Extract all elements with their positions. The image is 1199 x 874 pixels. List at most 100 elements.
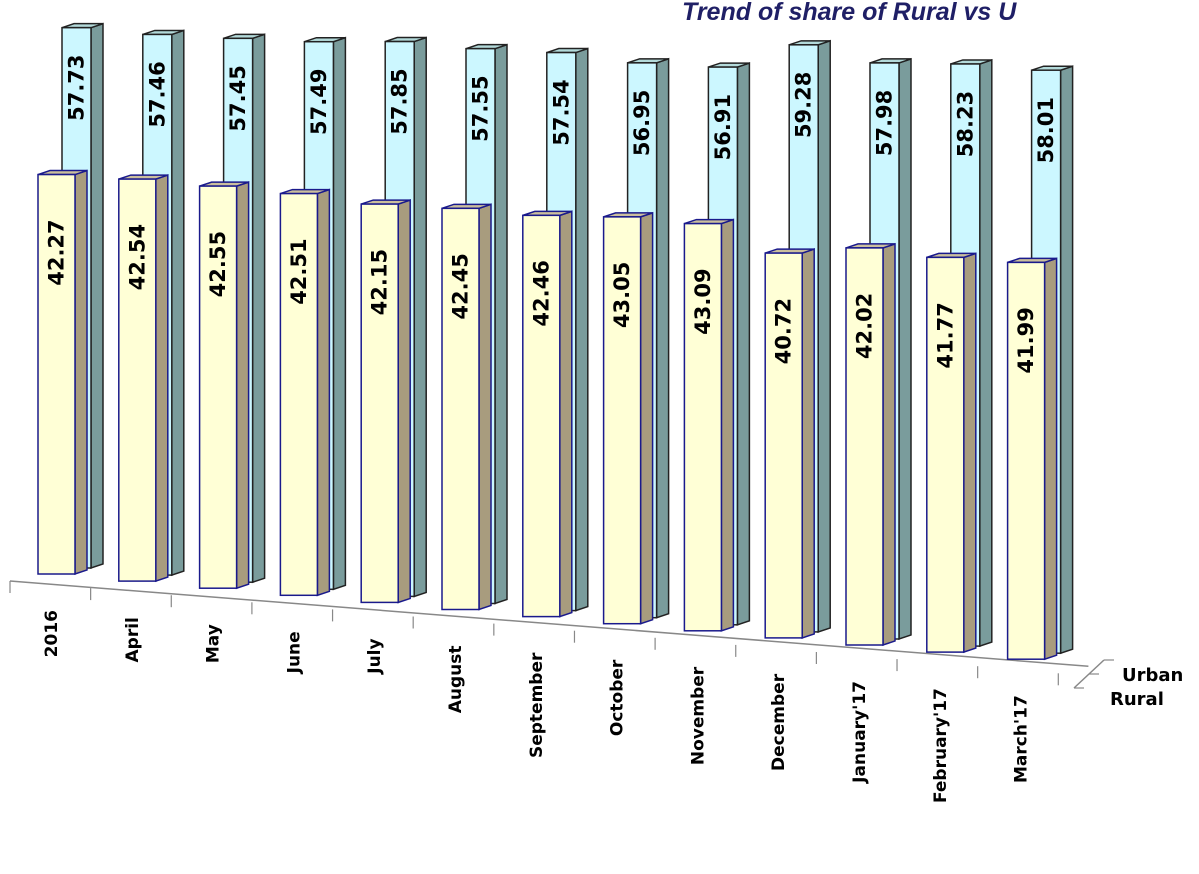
rural-bar-side [963, 252, 977, 654]
rural-bar [764, 248, 815, 639]
rural-bar [683, 218, 735, 632]
rural-bar-front [602, 216, 642, 625]
urban-bar-side [171, 29, 185, 577]
category-label: August [446, 646, 466, 714]
rural-bar-side [74, 169, 88, 576]
urban-bar-side [332, 36, 347, 591]
urban-value-label: 57.49 [307, 68, 331, 134]
rural-bar-front [522, 214, 561, 618]
urban-value-label: 58.01 [1034, 97, 1058, 163]
urban-bar-side [494, 43, 508, 605]
rural-value-label: 43.05 [610, 262, 634, 328]
urban-bar-side [817, 39, 831, 633]
category-label: November [688, 666, 708, 765]
rural-bar-front [360, 203, 399, 604]
rural-bar-side [882, 242, 896, 647]
rural-bar-side [639, 211, 654, 625]
rural-bar-side [559, 210, 573, 618]
urban-bar-side [655, 57, 670, 619]
rural-value-label: 42.27 [45, 219, 69, 285]
urban-bar-side [90, 22, 104, 570]
rural-bar-front [118, 178, 157, 582]
urban-value-label: 57.54 [549, 79, 573, 145]
rural-bar [279, 188, 331, 597]
category-label: October [608, 659, 628, 736]
rural-bar-side [316, 188, 331, 597]
rural-bar-side [155, 174, 169, 583]
rural-bar-front [926, 256, 965, 653]
rural-bar-front [1006, 261, 1046, 660]
urban-value-label: 57.46 [145, 61, 169, 127]
urban-value-label: 57.85 [388, 68, 412, 134]
urban-value-label: 57.73 [65, 54, 89, 120]
urban-bar-side [898, 57, 912, 641]
series-label-rural: Rural [1110, 689, 1164, 710]
urban-value-label: 59.28 [792, 72, 816, 138]
urban-bar-side [575, 47, 589, 612]
rural-bar-front [764, 252, 803, 639]
rural-bar-front [441, 207, 480, 611]
rural-bar [926, 252, 977, 654]
rural-bar-side [801, 248, 815, 639]
category-label: July [365, 638, 385, 674]
rural-value-label: 41.99 [1014, 307, 1038, 373]
category-axis-line [9, 580, 1089, 668]
category-label: December [769, 673, 789, 771]
rural-bar [1006, 257, 1058, 661]
category-label: September [527, 652, 547, 758]
urban-bar-side [1059, 65, 1074, 655]
rural-bar-side [478, 203, 492, 611]
category-label: June [284, 631, 304, 674]
urban-bar-side [979, 58, 993, 648]
rural-bar-side [720, 218, 735, 632]
rural-bar-front [683, 222, 723, 632]
urban-bar-side [413, 36, 427, 598]
rural-value-label: 42.54 [125, 224, 149, 290]
rural-bar-front [279, 192, 319, 597]
urban-value-label: 57.45 [226, 65, 250, 131]
rural-value-label: 43.09 [691, 268, 715, 334]
rural-bar-side [1043, 257, 1058, 661]
rural-bar [845, 242, 896, 647]
urban-bar-side [251, 33, 266, 584]
rural-value-label: 40.72 [772, 298, 796, 364]
chart-title: Trend of share of Rural vs U [682, 0, 1017, 26]
series-label-urban: Urban [1122, 665, 1183, 686]
series-axis-labels: Urban Rural [1110, 665, 1183, 710]
rural-bar [118, 174, 169, 583]
rural-bar-side [397, 199, 411, 604]
urban-value-label: 58.23 [953, 91, 977, 157]
category-label: February'17 [931, 688, 951, 803]
rural-value-label: 42.51 [287, 238, 311, 304]
chart-axes [9, 580, 1114, 689]
urban-value-label: 56.91 [711, 94, 735, 160]
urban-value-label: 57.55 [469, 75, 493, 141]
rural-series [37, 169, 1058, 661]
rural-value-label: 42.02 [853, 293, 877, 359]
urban-value-label: 56.95 [630, 90, 654, 156]
category-label: 2016 [42, 610, 62, 657]
rural-bar-front [37, 173, 76, 575]
category-label: April [123, 617, 143, 662]
category-labels: 2016 April May June July August September Octob… [42, 610, 1032, 803]
urban-value-labels: 57.73 57.46 57.45 57.49 57.85 57.55 57.54 56.95… [65, 54, 1059, 163]
rural-bar [602, 211, 654, 625]
rural-value-label: 41.77 [933, 302, 957, 368]
rural-value-label: 42.45 [449, 253, 473, 319]
urban-value-label: 57.98 [873, 90, 897, 156]
rural-bar [198, 181, 250, 590]
rural-value-labels: 42.27 42.54 42.55 42.51 42.15 42.45 42.46 43.05… [45, 219, 1039, 373]
rural-value-label: 42.55 [206, 231, 230, 297]
rural-bar [522, 210, 573, 618]
rural-bar [360, 199, 411, 604]
urban-bar-side [736, 62, 751, 626]
category-label: January'17 [850, 681, 870, 784]
category-label: May [204, 624, 224, 663]
rural-value-label: 42.15 [368, 249, 392, 315]
rural-value-label: 42.46 [529, 260, 553, 326]
rural-bar-front [845, 247, 884, 646]
rural-bar-front [198, 185, 238, 589]
rural-bar [37, 169, 88, 576]
rural-bar-side [235, 181, 250, 590]
